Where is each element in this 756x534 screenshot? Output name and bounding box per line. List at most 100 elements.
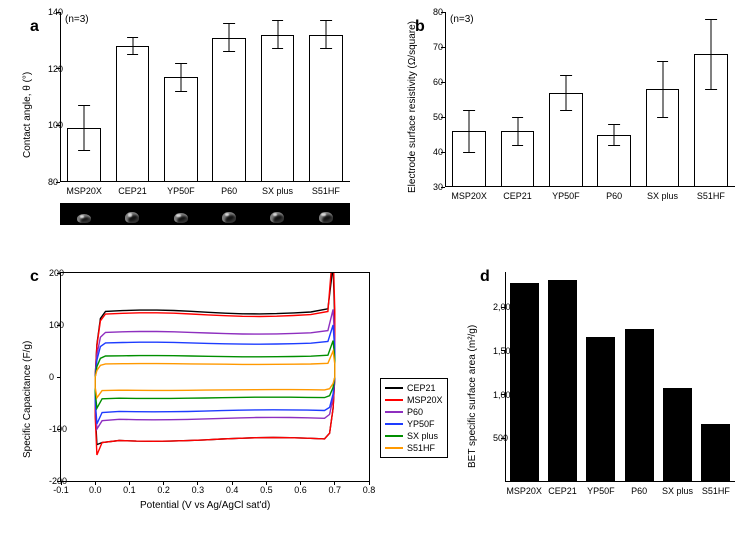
legend-swatch [385, 399, 403, 401]
legend-label: YP50F [407, 419, 435, 429]
error-cap [608, 124, 620, 125]
ytick-label: 200 [49, 268, 55, 278]
error-cap [657, 117, 669, 118]
ytick-label: 70 [433, 42, 439, 52]
legend-swatch [385, 435, 403, 437]
bar-sx-plus [663, 388, 692, 482]
xtick-label: CEP21 [503, 191, 532, 201]
ytick-label: 140 [48, 7, 54, 17]
error-cap [127, 37, 139, 38]
xtick-label: S51HF [697, 191, 725, 201]
legend-swatch [385, 447, 403, 449]
ytick-label: 30 [433, 182, 439, 192]
xtick-label: 0.5 [260, 485, 273, 495]
error-bar [517, 117, 518, 145]
legend-row-p60: P60 [385, 406, 443, 418]
xtick-label: MSP20X [506, 486, 542, 496]
legend-swatch [385, 411, 403, 413]
xtick-label: SX plus [647, 191, 678, 201]
error-cap [705, 19, 717, 20]
panel-c: c Specific Capacitance (F/g) Potential (… [10, 268, 450, 526]
ytick-label: 80 [433, 7, 439, 17]
bar-yp50f [164, 77, 198, 182]
error-cap [78, 150, 90, 151]
xtick-label: S51HF [312, 186, 340, 196]
legend-label: CEP21 [407, 383, 436, 393]
xtick-label: P60 [606, 191, 622, 201]
panel-c-plot: -200-1000100200-0.10.00.10.20.30.40.50.6… [60, 272, 370, 482]
panel-a-label: a [30, 18, 39, 36]
y-axis-line [445, 12, 446, 187]
bar-s51hf [701, 424, 730, 482]
error-bar [710, 19, 711, 89]
panel-d-y-title: BET specific surface area (m²/g) [467, 325, 478, 468]
error-cap [78, 105, 90, 106]
panel-a-droplet-strip [60, 203, 350, 225]
xtick-label: 0.7 [329, 485, 342, 495]
error-cap [463, 110, 475, 111]
ytick-label: 40 [433, 147, 439, 157]
panel-c-x-title: Potential (V vs Ag/AgCl sat'd) [140, 500, 270, 511]
droplet-msp20x [60, 203, 108, 225]
xtick-label: 0.1 [123, 485, 136, 495]
error-cap [175, 63, 187, 64]
xtick-label: MSP20X [66, 186, 102, 196]
error-cap [512, 145, 524, 146]
error-bar [180, 63, 181, 91]
panel-a-y-title: Contact angle, θ (°) [22, 72, 33, 158]
error-cap [463, 152, 475, 153]
ytick-label: 60 [433, 77, 439, 87]
panel-d-label: d [480, 268, 490, 286]
error-cap [272, 48, 284, 49]
ytick-label: 50 [433, 112, 439, 122]
error-cap [175, 91, 187, 92]
error-cap [560, 110, 572, 111]
bar-p60 [625, 329, 654, 482]
panel-a: a (n=3) Contact angle, θ (°) 80100120140… [10, 8, 370, 238]
ytick-label: 80 [48, 177, 54, 187]
xtick-label: YP50F [587, 486, 615, 496]
legend-row-cep21: CEP21 [385, 382, 443, 394]
droplet-s51hf [302, 203, 350, 225]
bar-yp50f [586, 337, 615, 482]
legend-row-sx-plus: SX plus [385, 430, 443, 442]
bar-sx-plus [261, 35, 295, 182]
error-bar [469, 110, 470, 152]
xtick-label: 0.6 [294, 485, 307, 495]
error-bar [614, 124, 615, 145]
x-axis-line [445, 186, 735, 187]
legend-row-s51hf: S51HF [385, 442, 443, 454]
ytick-label: 1,000 [493, 390, 499, 400]
error-bar [229, 23, 230, 51]
error-bar [325, 21, 326, 49]
xtick-label: MSP20X [451, 191, 487, 201]
cv-series-sx-plus [95, 341, 335, 409]
cv-series-s51hf [95, 351, 335, 398]
cv-svg [61, 273, 369, 481]
panel-c-legend: CEP21MSP20XP60YP50FSX plusS51HF [380, 378, 448, 458]
xtick-label: P60 [631, 486, 647, 496]
error-cap [127, 54, 139, 55]
droplet-sx-plus [253, 203, 301, 225]
error-bar [84, 106, 85, 151]
legend-swatch [385, 423, 403, 425]
error-bar [277, 21, 278, 49]
error-cap [657, 61, 669, 62]
panel-b-plot: 304050607080MSP20XCEP21YP50FP60SX plusS5… [445, 12, 735, 187]
legend-swatch [385, 387, 403, 389]
bar-msp20x [510, 283, 539, 482]
error-cap [223, 51, 235, 52]
panel-d-plot: 5001,0001,5002,000MSP20XCEP21YP50FP60SX … [505, 272, 735, 482]
xtick-label: SX plus [262, 186, 293, 196]
error-cap [560, 75, 572, 76]
error-cap [320, 20, 332, 21]
cv-series-yp50f [95, 325, 335, 424]
error-cap [512, 117, 524, 118]
ytick-label: -100 [49, 424, 55, 434]
xtick-label: 0.0 [89, 485, 102, 495]
panel-a-plot: 80100120140MSP20XCEP21YP50FP60SX plusS51… [60, 12, 350, 182]
droplet-p60 [205, 203, 253, 225]
error-bar [565, 75, 566, 110]
error-cap [608, 145, 620, 146]
xtick-label: 0.4 [226, 485, 239, 495]
